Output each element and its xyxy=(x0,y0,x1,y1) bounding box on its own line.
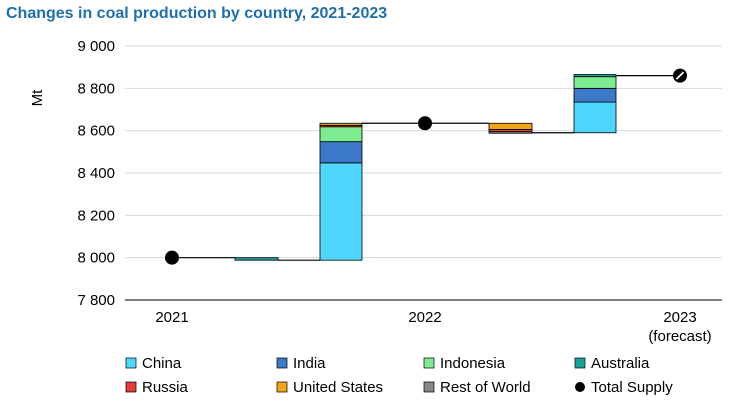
y-tick-label: 9 000 xyxy=(77,38,115,55)
legend-swatch xyxy=(276,357,288,369)
y-axis-ticks: 7 800 8 000 8 200 8 400 8 600 8 800 9 000 xyxy=(77,38,115,309)
x-tick-label: 2021 xyxy=(155,309,188,326)
legend-swatch xyxy=(423,381,435,393)
y-tick-label: 8 000 xyxy=(77,250,115,267)
bar-indonesia xyxy=(573,76,617,89)
legend-label: Russia xyxy=(142,379,189,396)
bar-india xyxy=(319,141,363,164)
legend-label: China xyxy=(142,355,182,372)
legend-label: India xyxy=(293,355,326,372)
y-axis-label: Mt xyxy=(29,89,46,106)
y-tick-label: 8 200 xyxy=(77,207,115,224)
legend-swatch xyxy=(423,357,435,369)
bar-australia xyxy=(234,257,279,261)
x-tick-sublabel: (forecast) xyxy=(648,328,711,345)
bar-india xyxy=(573,87,617,103)
legend-label: United States xyxy=(293,379,383,396)
legend: China India Indonesia Australia Russia United… xyxy=(125,355,673,396)
legend-label: Indonesia xyxy=(440,355,506,372)
bar-china xyxy=(319,162,363,261)
bar-china xyxy=(573,101,617,134)
legend-swatch xyxy=(125,357,137,369)
x-tick-label: 2022 xyxy=(408,309,441,326)
legend-label: Australia xyxy=(591,355,650,372)
y-tick-label: 8 400 xyxy=(77,165,115,182)
legend-marker xyxy=(575,382,585,392)
bar-indonesia xyxy=(319,125,363,143)
total-supply-marker xyxy=(418,116,432,131)
x-tick-label: 2023 xyxy=(663,309,696,326)
bar-united-states xyxy=(488,122,533,131)
legend-label: Total Supply xyxy=(591,379,673,396)
total-supply-marker xyxy=(165,250,179,265)
legend-swatch xyxy=(276,381,288,393)
chart-title: Changes in coal production by country, 2… xyxy=(6,5,387,22)
y-tick-label: 7 800 xyxy=(77,292,115,309)
legend-swatch xyxy=(574,357,586,369)
bar-united-states xyxy=(319,122,363,126)
connector-lines xyxy=(172,75,680,261)
legend-label: Rest of World xyxy=(440,379,531,396)
total-supply-markers xyxy=(165,68,687,265)
bar-rest-of-world xyxy=(488,131,533,134)
x-axis: 2021 2022 2023 (forecast) xyxy=(125,299,722,345)
forecast-hatch xyxy=(675,71,685,80)
y-tick-label: 8 600 xyxy=(77,123,115,140)
legend-swatch xyxy=(125,381,137,393)
waterfall-bars xyxy=(234,74,617,261)
bar-australia xyxy=(573,74,617,78)
gridlines xyxy=(125,45,722,259)
y-tick-label: 8 800 xyxy=(77,80,115,97)
